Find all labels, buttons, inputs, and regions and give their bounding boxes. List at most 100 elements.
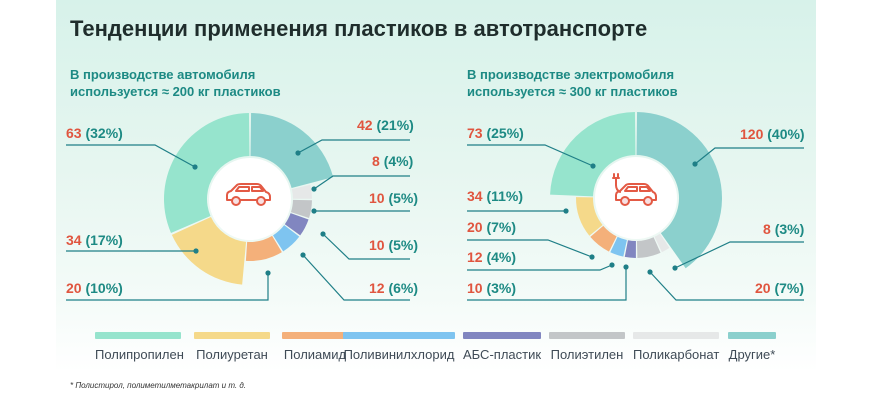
leader-dot	[609, 262, 615, 268]
leader-dot	[672, 265, 678, 271]
donut-slice	[590, 225, 617, 252]
donut-slice	[550, 112, 636, 197]
right-subtitle-line1: В производстве электромобиля	[467, 67, 675, 82]
donut-slice	[164, 113, 250, 233]
data-label-percent: (6%)	[388, 280, 418, 296]
legend-swatch	[633, 332, 719, 339]
data-label-value: 8	[763, 221, 775, 237]
data-label-percent: (3%)	[486, 280, 516, 296]
leader-dot	[311, 186, 317, 192]
data-label-percent: (32%)	[85, 125, 122, 141]
data-label-value: 34	[467, 188, 486, 204]
legend-swatch	[728, 332, 776, 339]
legend-pvc: Поливинилхлорид	[343, 332, 455, 366]
donut-slice	[245, 235, 282, 261]
legend-swatch	[549, 332, 625, 339]
right-subtitle: В производстве электромобиля используетс…	[467, 66, 678, 100]
footnote: * Полистирол, полиметилметакрилат и т. д…	[70, 381, 246, 390]
donut-slice	[610, 236, 627, 257]
legend-swatch	[463, 332, 541, 339]
leader-dot	[192, 164, 198, 170]
data-label: 73 (25%)	[467, 125, 524, 141]
leader-line	[467, 264, 613, 271]
leader-dot	[590, 163, 596, 169]
data-label-value: 10	[369, 190, 388, 206]
leader-line	[674, 241, 804, 269]
legend-label: Полиамид	[283, 347, 347, 362]
data-label: 20 (10%)	[66, 280, 123, 296]
data-label-percent: (17%)	[85, 232, 122, 248]
data-label-value: 34	[66, 232, 85, 248]
donut-slice	[273, 225, 300, 252]
legend-polyamide: Полиамид	[282, 332, 348, 366]
legend-label: АБС-пластик	[463, 347, 542, 362]
leader-line	[313, 175, 410, 190]
leader-dot	[193, 248, 199, 254]
data-label: 42 (21%)	[357, 117, 414, 133]
leader-line	[302, 254, 410, 301]
data-label-percent: (10%)	[85, 280, 122, 296]
donut-slice	[576, 197, 603, 236]
donut-slice	[291, 184, 312, 199]
data-label: 120 (40%)	[740, 126, 805, 142]
leader-dot	[320, 231, 326, 237]
data-label-percent: (5%)	[388, 190, 418, 206]
data-label-value: 42	[357, 117, 376, 133]
legend-swatch	[95, 332, 181, 339]
page-title: Тенденции применения пластиков в автотра…	[70, 16, 648, 41]
data-label: 34 (11%)	[467, 188, 523, 204]
right-subtitle-line2: используется ≈ 300 кг пластиков	[467, 84, 678, 99]
data-label-percent: (7%)	[774, 280, 804, 296]
donut-slice	[636, 237, 661, 258]
data-label-value: 20	[66, 280, 85, 296]
leader-line	[467, 144, 594, 167]
data-label: 12 (6%)	[369, 280, 418, 296]
data-label: 10 (5%)	[369, 237, 418, 253]
data-label-value: 120	[740, 126, 767, 142]
donut-hole	[595, 157, 677, 239]
data-label-percent: (7%)	[486, 219, 516, 235]
legend-label: Полипропилен	[95, 347, 184, 362]
data-label-value: 20	[467, 219, 486, 235]
data-label-percent: (21%)	[376, 117, 413, 133]
data-label-value: 20	[755, 280, 774, 296]
donut-slice	[290, 199, 312, 218]
data-label: 12 (4%)	[467, 249, 516, 265]
data-label-percent: (4%)	[384, 153, 414, 169]
donut-slice	[171, 216, 247, 285]
leader-line	[467, 267, 627, 301]
leader-dot	[647, 269, 653, 275]
legend-label: Поливинилхлорид	[343, 347, 455, 362]
data-label-value: 73	[467, 125, 486, 141]
leader-line	[66, 144, 196, 168]
leader-dot	[295, 150, 301, 156]
data-label-value: 10	[369, 237, 388, 253]
data-label: 10 (5%)	[369, 190, 418, 206]
data-label: 8 (3%)	[763, 221, 804, 237]
data-label-value: 12	[369, 280, 388, 296]
left-subtitle: В производстве автомобиля используется ≈…	[70, 66, 281, 100]
legend-swatch	[343, 332, 455, 339]
data-label-percent: (25%)	[486, 125, 523, 141]
data-label-value: 8	[372, 153, 384, 169]
leader-line	[322, 233, 410, 260]
data-label-percent: (3%)	[775, 221, 805, 237]
legend-abs: АБС-пластик	[463, 332, 541, 366]
leader-line	[649, 271, 804, 301]
legend-label: Другие*	[728, 347, 776, 362]
data-label-value: 63	[66, 125, 85, 141]
legend-polypropylene: Полипропилен	[95, 332, 184, 366]
leader-dot	[563, 208, 569, 214]
leader-line	[66, 273, 269, 301]
legend-polycarbonate: Поликарбонат	[633, 332, 719, 366]
data-label: 20 (7%)	[755, 280, 804, 296]
data-label-percent: (11%)	[486, 188, 523, 204]
data-label: 8 (4%)	[372, 153, 413, 169]
left-subtitle-line1: В производстве автомобиля	[70, 67, 256, 82]
left-subtitle-line2: используется ≈ 200 кг пластиков	[70, 84, 281, 99]
leader-line	[694, 147, 804, 165]
data-label-percent: (4%)	[486, 249, 516, 265]
donut-slice	[284, 213, 309, 236]
leader-line	[467, 239, 593, 258]
